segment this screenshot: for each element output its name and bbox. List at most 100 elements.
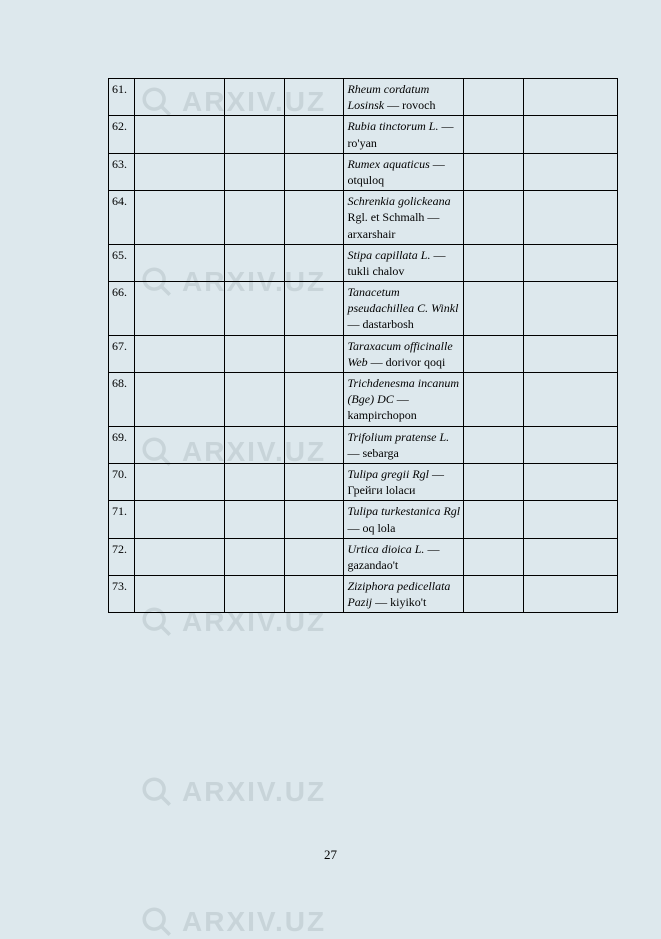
- empty-cell: [464, 426, 524, 463]
- table-row: 65.Stipa capillata L. — tukli chalov: [109, 244, 618, 281]
- empty-cell: [524, 79, 618, 116]
- empty-cell: [524, 244, 618, 281]
- species-latin: Urtica dioica L.: [347, 542, 424, 556]
- table-row: 69. Trifolium pratense L. — sebarga: [109, 426, 618, 463]
- species-cell: Tanacetum pseudachillea C. Winkl — dasta…: [344, 282, 464, 336]
- row-number: 69.: [109, 426, 135, 463]
- table-row: 68. Trichdenesma incanum (Bge) DC — kampi…: [109, 373, 618, 427]
- row-number: 67.: [109, 335, 135, 372]
- empty-cell: [224, 335, 284, 372]
- species-latin: Rumex aquaticus: [347, 157, 429, 171]
- empty-cell: [134, 116, 224, 153]
- empty-cell: [134, 153, 224, 190]
- empty-cell: [524, 191, 618, 245]
- table-row: 66. Tanacetum pseudachillea C. Winkl — da…: [109, 282, 618, 336]
- row-number: 65.: [109, 244, 135, 281]
- empty-cell: [134, 538, 224, 575]
- row-number: 70.: [109, 463, 135, 500]
- species-common: — rovoch: [384, 98, 435, 112]
- species-cell: Trichdenesma incanum (Bge) DC — kampirch…: [344, 373, 464, 427]
- empty-cell: [134, 335, 224, 372]
- empty-cell: [524, 335, 618, 372]
- table-row: 73. Ziziphora pedicellata Pazij — kiyiko'…: [109, 576, 618, 613]
- empty-cell: [224, 282, 284, 336]
- species-common: — dorivor qoqi: [368, 355, 446, 369]
- page-content: 61. Rheum cordatum Losinsk — rovoch 62. Rub…: [0, 0, 661, 613]
- watermark: ARXIV.UZ: [140, 775, 326, 809]
- species-cell: Tulipa turkestanica Rgl — oq lola: [344, 501, 464, 538]
- empty-cell: [464, 463, 524, 500]
- page-number: 27: [0, 847, 661, 863]
- species-cell: Rheum cordatum Losinsk — rovoch: [344, 79, 464, 116]
- empty-cell: [524, 373, 618, 427]
- empty-cell: [284, 335, 344, 372]
- empty-cell: [284, 153, 344, 190]
- species-cell: Trifolium pratense L. — sebarga: [344, 426, 464, 463]
- empty-cell: [524, 282, 618, 336]
- species-latin: Rubia tinctorum L.: [347, 119, 438, 133]
- empty-cell: [284, 576, 344, 613]
- empty-cell: [284, 501, 344, 538]
- empty-cell: [134, 282, 224, 336]
- row-number: 66.: [109, 282, 135, 336]
- row-number: 72.: [109, 538, 135, 575]
- empty-cell: [224, 116, 284, 153]
- species-latin: Trifolium pratense L.: [347, 430, 449, 444]
- table-row: 62. Rubia tinctorum L. — ro'yan: [109, 116, 618, 153]
- row-number: 68.: [109, 373, 135, 427]
- empty-cell: [524, 153, 618, 190]
- empty-cell: [464, 501, 524, 538]
- species-cell: Tulipa gregii Rgl — Грейги lolaси: [344, 463, 464, 500]
- empty-cell: [464, 335, 524, 372]
- empty-cell: [134, 373, 224, 427]
- row-number: 62.: [109, 116, 135, 153]
- empty-cell: [224, 463, 284, 500]
- species-latin: Tulipa turkestanica Rgl: [347, 504, 460, 518]
- species-table: 61. Rheum cordatum Losinsk — rovoch 62. Rub…: [108, 78, 618, 613]
- empty-cell: [524, 576, 618, 613]
- species-cell: Taraxacum officinalle Web — dorivor qoqi: [344, 335, 464, 372]
- empty-cell: [284, 79, 344, 116]
- species-cell: Ziziphora pedicellata Pazij — kiyiko't: [344, 576, 464, 613]
- species-cell: Rubia tinctorum L. — ro'yan: [344, 116, 464, 153]
- empty-cell: [284, 191, 344, 245]
- empty-cell: [224, 153, 284, 190]
- row-number: 71.: [109, 501, 135, 538]
- species-latin: Stipa capillata L.: [347, 248, 430, 262]
- empty-cell: [224, 538, 284, 575]
- empty-cell: [134, 191, 224, 245]
- table-row: 61. Rheum cordatum Losinsk — rovoch: [109, 79, 618, 116]
- empty-cell: [224, 244, 284, 281]
- row-number: 73.: [109, 576, 135, 613]
- empty-cell: [284, 373, 344, 427]
- empty-cell: [524, 116, 618, 153]
- species-mid: Rgl. et Schmalh —: [347, 210, 439, 224]
- species-cell: Urtica dioica L. — gazandao't: [344, 538, 464, 575]
- empty-cell: [464, 576, 524, 613]
- empty-cell: [134, 501, 224, 538]
- species-common: — kiyiko't: [372, 595, 426, 609]
- empty-cell: [134, 463, 224, 500]
- empty-cell: [284, 538, 344, 575]
- empty-cell: [284, 426, 344, 463]
- species-common: — oq lola: [347, 521, 395, 535]
- table-row: 70. Tulipa gregii Rgl — Грейги lolaси: [109, 463, 618, 500]
- empty-cell: [464, 373, 524, 427]
- empty-cell: [224, 373, 284, 427]
- empty-cell: [464, 191, 524, 245]
- empty-cell: [224, 426, 284, 463]
- table-row: 71. Tulipa turkestanica Rgl — oq lola: [109, 501, 618, 538]
- species-latin: Schrenkia golickeana: [347, 194, 450, 208]
- empty-cell: [134, 576, 224, 613]
- empty-cell: [524, 463, 618, 500]
- table-row: 64.Schrenkia golickeana Rgl. et Schmalh …: [109, 191, 618, 245]
- species-cell: Rumex aquaticus — otquloq: [344, 153, 464, 190]
- species-cell: Schrenkia golickeana Rgl. et Schmalh — a…: [344, 191, 464, 245]
- species-common: — sebarga: [347, 446, 398, 460]
- empty-cell: [464, 538, 524, 575]
- table-row: 67. Taraxacum officinalle Web — dorivor q…: [109, 335, 618, 372]
- empty-cell: [284, 244, 344, 281]
- empty-cell: [464, 282, 524, 336]
- watermark: ARXIV.UZ: [140, 905, 326, 939]
- row-number: 61.: [109, 79, 135, 116]
